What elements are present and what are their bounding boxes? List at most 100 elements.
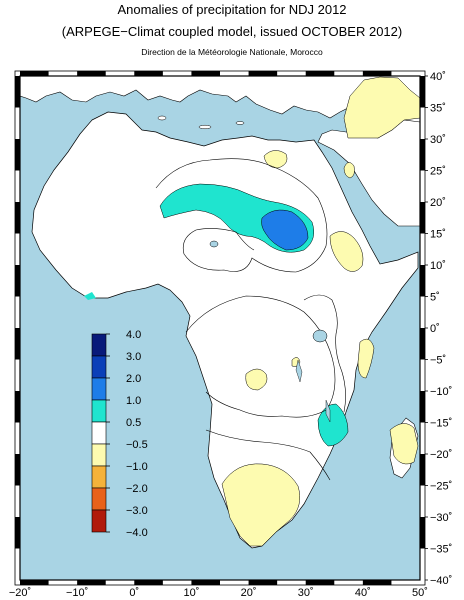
land-arabia <box>317 119 420 227</box>
colorbar-swatch <box>91 333 107 357</box>
latitude-tick-label: 40˚ <box>430 71 446 83</box>
map-subtitle: (ARPEGE−Climat coupled model, issued OCT… <box>61 24 403 39</box>
colorbar-swatch <box>91 487 107 511</box>
border-segment <box>362 580 392 585</box>
map-title: Anomalies of precipitation for NDJ 2012 <box>117 2 347 17</box>
colorbar-swatch <box>91 443 107 467</box>
border-segment <box>420 202 425 234</box>
latitude-tick-label: −35˚ <box>430 544 452 556</box>
colorbar-label: 3.0 <box>126 351 141 363</box>
border-segment <box>420 391 425 423</box>
border-segment <box>15 265 20 297</box>
border-segment <box>15 391 20 423</box>
border-segment <box>15 139 20 171</box>
map-border-ticks <box>14 70 426 586</box>
border-segment <box>420 517 425 549</box>
border-segment <box>305 71 335 76</box>
latitude-tick-label: −10˚ <box>430 386 452 398</box>
border-segment <box>20 71 49 76</box>
latitude-tick-label: −15˚ <box>430 418 452 430</box>
colorbar-label: −0.5 <box>126 439 148 451</box>
border-segment <box>305 580 335 585</box>
wet-anomaly <box>317 403 349 447</box>
lake-victoria <box>312 329 328 343</box>
longitude-tick-label: −20˚ <box>9 587 31 599</box>
border-segment <box>420 139 425 171</box>
lake-malawi <box>325 399 331 423</box>
colorbar-label: 1.0 <box>126 395 141 407</box>
land-africa <box>31 111 419 549</box>
dry-anomaly <box>245 368 268 391</box>
border-segment <box>420 328 425 360</box>
border-segment <box>134 71 163 76</box>
longitude-tick-label: −10˚ <box>66 587 88 599</box>
border-segment <box>420 76 425 108</box>
border-segment <box>248 71 278 76</box>
wet-anomaly <box>84 292 96 300</box>
anomaly-areas <box>84 76 420 547</box>
lake-tanganyika <box>295 359 303 383</box>
longitude-tick-label: 0˚ <box>129 587 139 599</box>
colorbar: 4.0 3.0 2.0 1.0 0.5 −0.5 −1.0 −2.0 −3.0 −4.0 <box>91 329 148 539</box>
latitude-tick-label: 20˚ <box>430 197 446 209</box>
colorbar-swatch <box>91 355 107 379</box>
border-segment <box>420 265 425 297</box>
latitude-tick-label: −30˚ <box>430 512 452 524</box>
border-segment <box>191 71 220 76</box>
border-segment <box>15 517 20 549</box>
colorbar-swatch <box>91 377 107 401</box>
longitude-tick-label: 20˚ <box>241 587 257 599</box>
colorbar-swatch <box>91 399 107 423</box>
border-segment <box>191 580 220 585</box>
latitude-tick-label: −20˚ <box>430 449 452 461</box>
border-segment <box>15 202 20 234</box>
latitude-tick-label: 0˚ <box>430 323 440 335</box>
colorbar-swatch <box>91 509 107 533</box>
longitude-tick-label: 50˚ <box>412 587 428 599</box>
dry-anomaly <box>329 231 364 272</box>
latitude-tick-label: 25˚ <box>430 166 446 178</box>
colorbar-label: 4.0 <box>126 329 141 341</box>
latitude-tick-label: 10˚ <box>430 260 446 272</box>
cyprus <box>235 121 245 125</box>
border-segment <box>77 71 106 76</box>
longitude-labels: −20˚ −10˚ 0˚ 10˚ 20˚ 30˚ 40˚ 50˚ <box>9 587 428 599</box>
contour-lines <box>155 158 346 481</box>
latitude-tick-label: 5˚ <box>430 292 440 304</box>
border-segment <box>15 328 20 360</box>
strong-wet-anomaly <box>261 209 309 251</box>
latitude-tick-label: −25˚ <box>430 481 452 493</box>
colorbar-label: 0.5 <box>126 417 141 429</box>
colorbar-label: −4.0 <box>126 527 148 539</box>
border-segment <box>420 454 425 486</box>
map-credit: Direction de la Météorologie Nationale, … <box>141 47 323 57</box>
sicily <box>157 115 167 121</box>
longitude-tick-label: 40˚ <box>355 587 371 599</box>
colorbar-swatch <box>91 465 107 489</box>
latitude-labels: 40˚ 35˚ 30˚ 25˚ 20˚ 15˚ 10˚ 5˚ 0˚ −5˚ −10˚ −15˚ −20˚… <box>425 71 452 587</box>
colorbar-label: 2.0 <box>126 373 141 385</box>
dry-anomaly <box>343 162 355 179</box>
border-segment <box>15 76 20 108</box>
crete <box>198 124 212 130</box>
latitude-tick-label: 30˚ <box>430 134 446 146</box>
dry-anomaly <box>343 76 420 139</box>
dry-anomaly <box>221 463 300 547</box>
border-segment <box>20 580 49 585</box>
border-segment <box>362 71 392 76</box>
latitude-tick-label: −40˚ <box>430 575 452 587</box>
lake-chad <box>209 240 219 248</box>
dry-anomaly <box>389 423 419 465</box>
dry-anomaly <box>357 338 375 379</box>
latitude-tick-label: −5˚ <box>430 355 446 367</box>
border-segment <box>15 454 20 486</box>
border-segment <box>77 580 106 585</box>
longitude-tick-label: 30˚ <box>298 587 314 599</box>
latitude-tick-label: 15˚ <box>430 229 446 241</box>
border-segment <box>134 580 163 585</box>
colorbar-swatch <box>91 421 107 445</box>
latitude-tick-label: 35˚ <box>430 103 446 115</box>
colorbar-label: −1.0 <box>126 461 148 473</box>
border-segment <box>248 580 278 585</box>
